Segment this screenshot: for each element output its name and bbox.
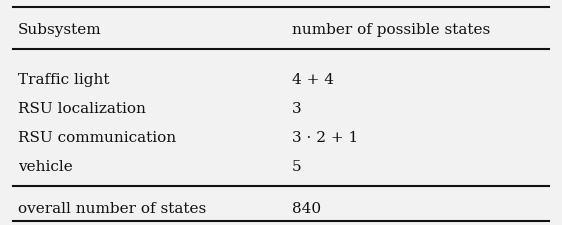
Text: Subsystem: Subsystem [18, 23, 102, 37]
Text: RSU communication: RSU communication [18, 130, 176, 144]
Text: RSU localization: RSU localization [18, 101, 146, 115]
Text: 3: 3 [292, 101, 302, 115]
Text: 3 · 2 + 1: 3 · 2 + 1 [292, 130, 359, 144]
Text: overall number of states: overall number of states [18, 201, 206, 215]
Text: Traffic light: Traffic light [18, 72, 110, 86]
Text: 840: 840 [292, 201, 321, 215]
Text: number of possible states: number of possible states [292, 23, 491, 37]
Text: 5: 5 [292, 159, 302, 173]
Text: vehicle: vehicle [18, 159, 73, 173]
Text: 4 + 4: 4 + 4 [292, 72, 334, 86]
